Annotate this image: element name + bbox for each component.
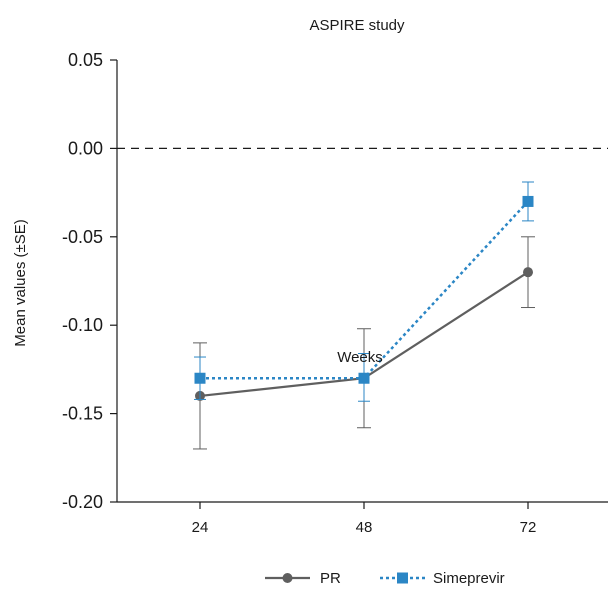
legend-marker — [397, 573, 408, 584]
x-axis-title: Weeks — [337, 349, 383, 366]
x-tick-label: 72 — [520, 519, 537, 536]
chart-title: ASPIRE study — [309, 17, 405, 34]
x-tick-label: 48 — [356, 519, 373, 536]
y-tick-label: -0.20 — [62, 492, 103, 512]
series-layer — [193, 182, 535, 449]
legend-label: Simeprevir — [433, 570, 505, 587]
data-point — [195, 373, 206, 384]
legend-label: PR — [320, 570, 341, 587]
y-tick-label: -0.05 — [62, 227, 103, 247]
data-point — [523, 267, 533, 277]
legend-item-pr: PR — [265, 570, 341, 587]
series-simeprevir — [194, 182, 534, 401]
y-tick-label: -0.15 — [62, 404, 103, 424]
data-point — [523, 196, 534, 207]
y-tick-label: -0.10 — [62, 315, 103, 335]
axes: 0.05 0.00 -0.05 -0.10 -0.15 -0.20 24 48 72 — [62, 50, 608, 536]
legend-item-simeprevir: Simeprevir — [380, 570, 505, 587]
y-axis-title: Mean values (±SE) — [12, 219, 29, 346]
legend: PR Simeprevir — [265, 570, 505, 587]
y-tick-label: 0.00 — [68, 138, 103, 158]
legend-marker — [283, 573, 293, 583]
data-point — [359, 373, 370, 384]
y-tick-label: 0.05 — [68, 50, 103, 70]
series-pr — [193, 237, 535, 449]
x-tick-label: 24 — [192, 519, 209, 536]
